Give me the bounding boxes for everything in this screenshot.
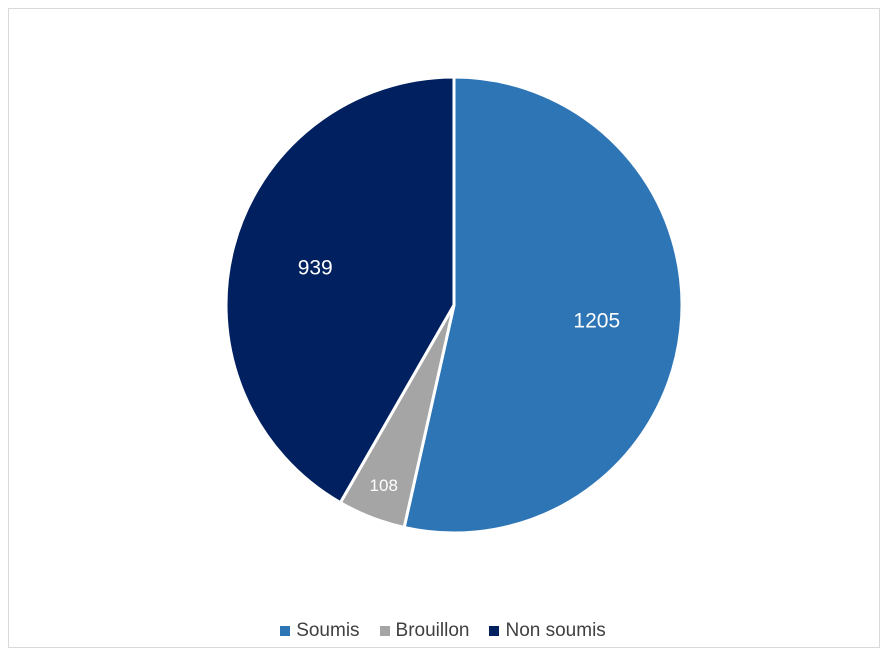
data-label-soumis: 1205 xyxy=(573,309,620,332)
legend-swatch xyxy=(379,626,390,636)
legend-item-brouillon: Brouillon xyxy=(379,620,470,642)
legend-label: Soumis xyxy=(296,620,360,641)
legend-swatch xyxy=(489,626,500,636)
pie-slice-soumis xyxy=(402,75,684,535)
legend: Soumis Brouillon Non soumis xyxy=(0,620,886,642)
legend-item-soumis: Soumis xyxy=(280,620,360,642)
pie-slice-non-soumis xyxy=(224,75,456,505)
legend-swatch xyxy=(280,626,291,636)
data-label-non-soumis: 939 xyxy=(298,256,333,279)
data-label-brouillon: 108 xyxy=(370,476,398,495)
legend-item-non-soumis: Non soumis xyxy=(489,620,606,642)
legend-label: Brouillon xyxy=(395,620,470,641)
legend-label: Non soumis xyxy=(505,620,606,641)
